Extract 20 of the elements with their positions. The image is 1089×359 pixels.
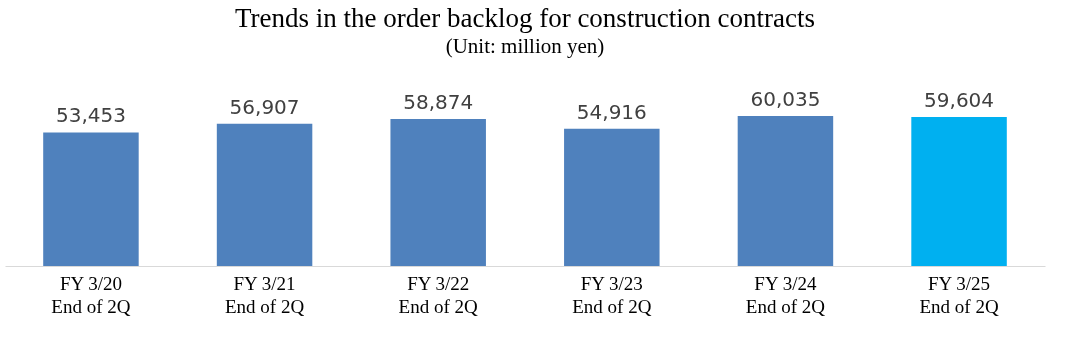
- x-tick-label: FY 3/22 End of 2Q: [398, 272, 479, 317]
- data-label: 60,035: [750, 87, 821, 111]
- data-label: 58,874: [403, 89, 474, 114]
- bar: [564, 128, 660, 266]
- x-tick-label: FY 3/21 End of 2Q: [224, 272, 305, 317]
- chart-title: Trends in the order backlog for construction contracts: [234, 3, 816, 33]
- x-tick-label: FY 3/24 End of 2Q: [745, 272, 826, 317]
- data-label: 53,453: [55, 103, 126, 128]
- x-tick-label: FY 3/23 End of 2Q: [572, 272, 652, 317]
- bar: [390, 118, 486, 266]
- data-label: 59,604: [924, 88, 995, 113]
- bar: [216, 123, 313, 266]
- data-label: 56,907: [229, 94, 300, 119]
- bar: [911, 117, 1007, 266]
- chart-subtitle: (Unit: million yen): [445, 34, 605, 58]
- bar: [43, 132, 139, 266]
- bar: [737, 116, 834, 266]
- x-tick-label: FY 3/20 End of 2Q: [51, 272, 131, 317]
- data-label: 54,916: [576, 99, 647, 124]
- x-tick-label: FY 3/25 End of 2Q: [919, 272, 999, 317]
